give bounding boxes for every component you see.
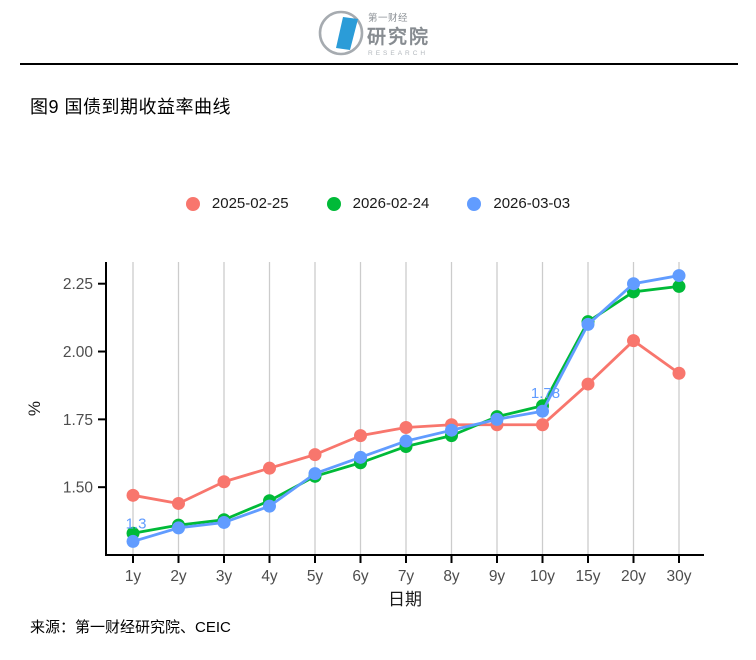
logo-text-line1: 第一财经 [368, 12, 408, 24]
x-axis-title: 日期 [388, 590, 422, 609]
data-point-2026-03-03-2y [172, 521, 185, 535]
data-point-2026-03-03-20y [627, 277, 640, 291]
x-tick-label-2y: 2y [170, 568, 187, 585]
x-tick-label-20y: 20y [621, 568, 646, 585]
legend-item-2026-03-03: 2026-03-03 [467, 195, 570, 212]
y-axis-title: % [25, 401, 44, 416]
legend-item-2026-02-24: 2026-02-24 [326, 195, 430, 212]
yield-curve-chart: 1.50 1.75 2.00 2.25 1y 2y 3y 4y 5y 6y 7y 8y 9y 10y 15y… [25, 262, 704, 609]
x-tick-label-3y: 3y [216, 568, 233, 585]
legend-dot-icon [185, 196, 200, 211]
data-point-2026-03-03-1y [126, 534, 140, 548]
logo-text-line3: RESEARCH [368, 50, 428, 57]
source-note: 来源：第一财经研究院、CEIC [30, 619, 231, 636]
legend-label: 2026-02-24 [352, 195, 430, 212]
y-tick-label: 2.00 [63, 344, 94, 361]
logo-circle [318, 10, 364, 56]
data-point-2026-03-03-8y [445, 423, 458, 437]
data-point-2026-03-03-15y [581, 317, 595, 331]
data-point-2026-02-24-30y [672, 279, 686, 293]
data-point-2026-03-03-10y [536, 404, 549, 418]
publisher-logo: 第一财经 研究院 RESEARCH [315, 6, 441, 65]
data-point-2025-02-25-2y [172, 496, 185, 510]
publisher-logo-icon: 第一财经 研究院 RESEARCH [318, 10, 430, 57]
chart-title: 图9 国债到期收益率曲线 [30, 97, 232, 117]
y-tick-label: 1.75 [63, 412, 93, 429]
legend-dot-icon [467, 196, 482, 211]
data-point-2025-02-25-6y [354, 429, 367, 443]
data-point-2026-03-03-5y [308, 467, 322, 481]
data-point-2026-03-03-3y [217, 515, 231, 529]
legend-label: 2025-02-25 [211, 195, 289, 212]
logo-nib-icon [336, 17, 358, 50]
data-point-2025-02-25-30y [672, 366, 686, 380]
x-tick-label-10y: 10y [530, 568, 555, 585]
x-tick-label-8y: 8y [443, 568, 460, 585]
logo-text-line2: 研究院 [367, 25, 430, 48]
data-point-2025-02-25-4y [263, 461, 276, 475]
annotation-1.78: 1.78 [531, 385, 560, 402]
data-point-2025-02-25-20y [627, 334, 640, 348]
data-point-2026-03-03-6y [354, 450, 367, 464]
x-tick-label-7y: 7y [398, 568, 415, 585]
legend-dot-icon [326, 196, 341, 211]
data-point-2025-02-25-10y [536, 418, 549, 432]
x-tick-label-6y: 6y [352, 568, 369, 585]
chart-legend: 2025-02-25 2026-02-24 2026-03-03 [0, 195, 756, 212]
header-divider [20, 63, 738, 65]
x-tick-label-30y: 30y [667, 568, 692, 585]
x-tick-label-4y: 4y [261, 568, 278, 585]
data-point-2026-03-03-9y [490, 412, 504, 426]
y-tick-label: 2.25 [63, 276, 93, 293]
data-point-2025-02-25-7y [399, 420, 413, 434]
data-point-2026-03-03-30y [672, 269, 686, 283]
x-tick-label-15y: 15y [576, 568, 601, 585]
annotation-1.3: 1.3 [126, 515, 147, 532]
data-point-2025-02-25-3y [217, 475, 231, 489]
data-point-2025-02-25-15y [581, 377, 595, 391]
x-tick-label-5y: 5y [307, 568, 324, 585]
legend-item-2025-02-25: 2025-02-25 [185, 195, 289, 212]
x-tick-label-1y: 1y [125, 568, 142, 585]
data-point-2025-02-25-1y [126, 488, 140, 502]
data-point-2026-03-03-7y [399, 434, 413, 448]
data-point-2025-02-25-5y [308, 448, 322, 462]
y-tick-label: 1.50 [63, 480, 94, 497]
x-tick-label-9y: 9y [489, 568, 506, 585]
data-point-2026-03-03-4y [263, 499, 276, 513]
legend-label: 2026-03-03 [493, 195, 571, 212]
